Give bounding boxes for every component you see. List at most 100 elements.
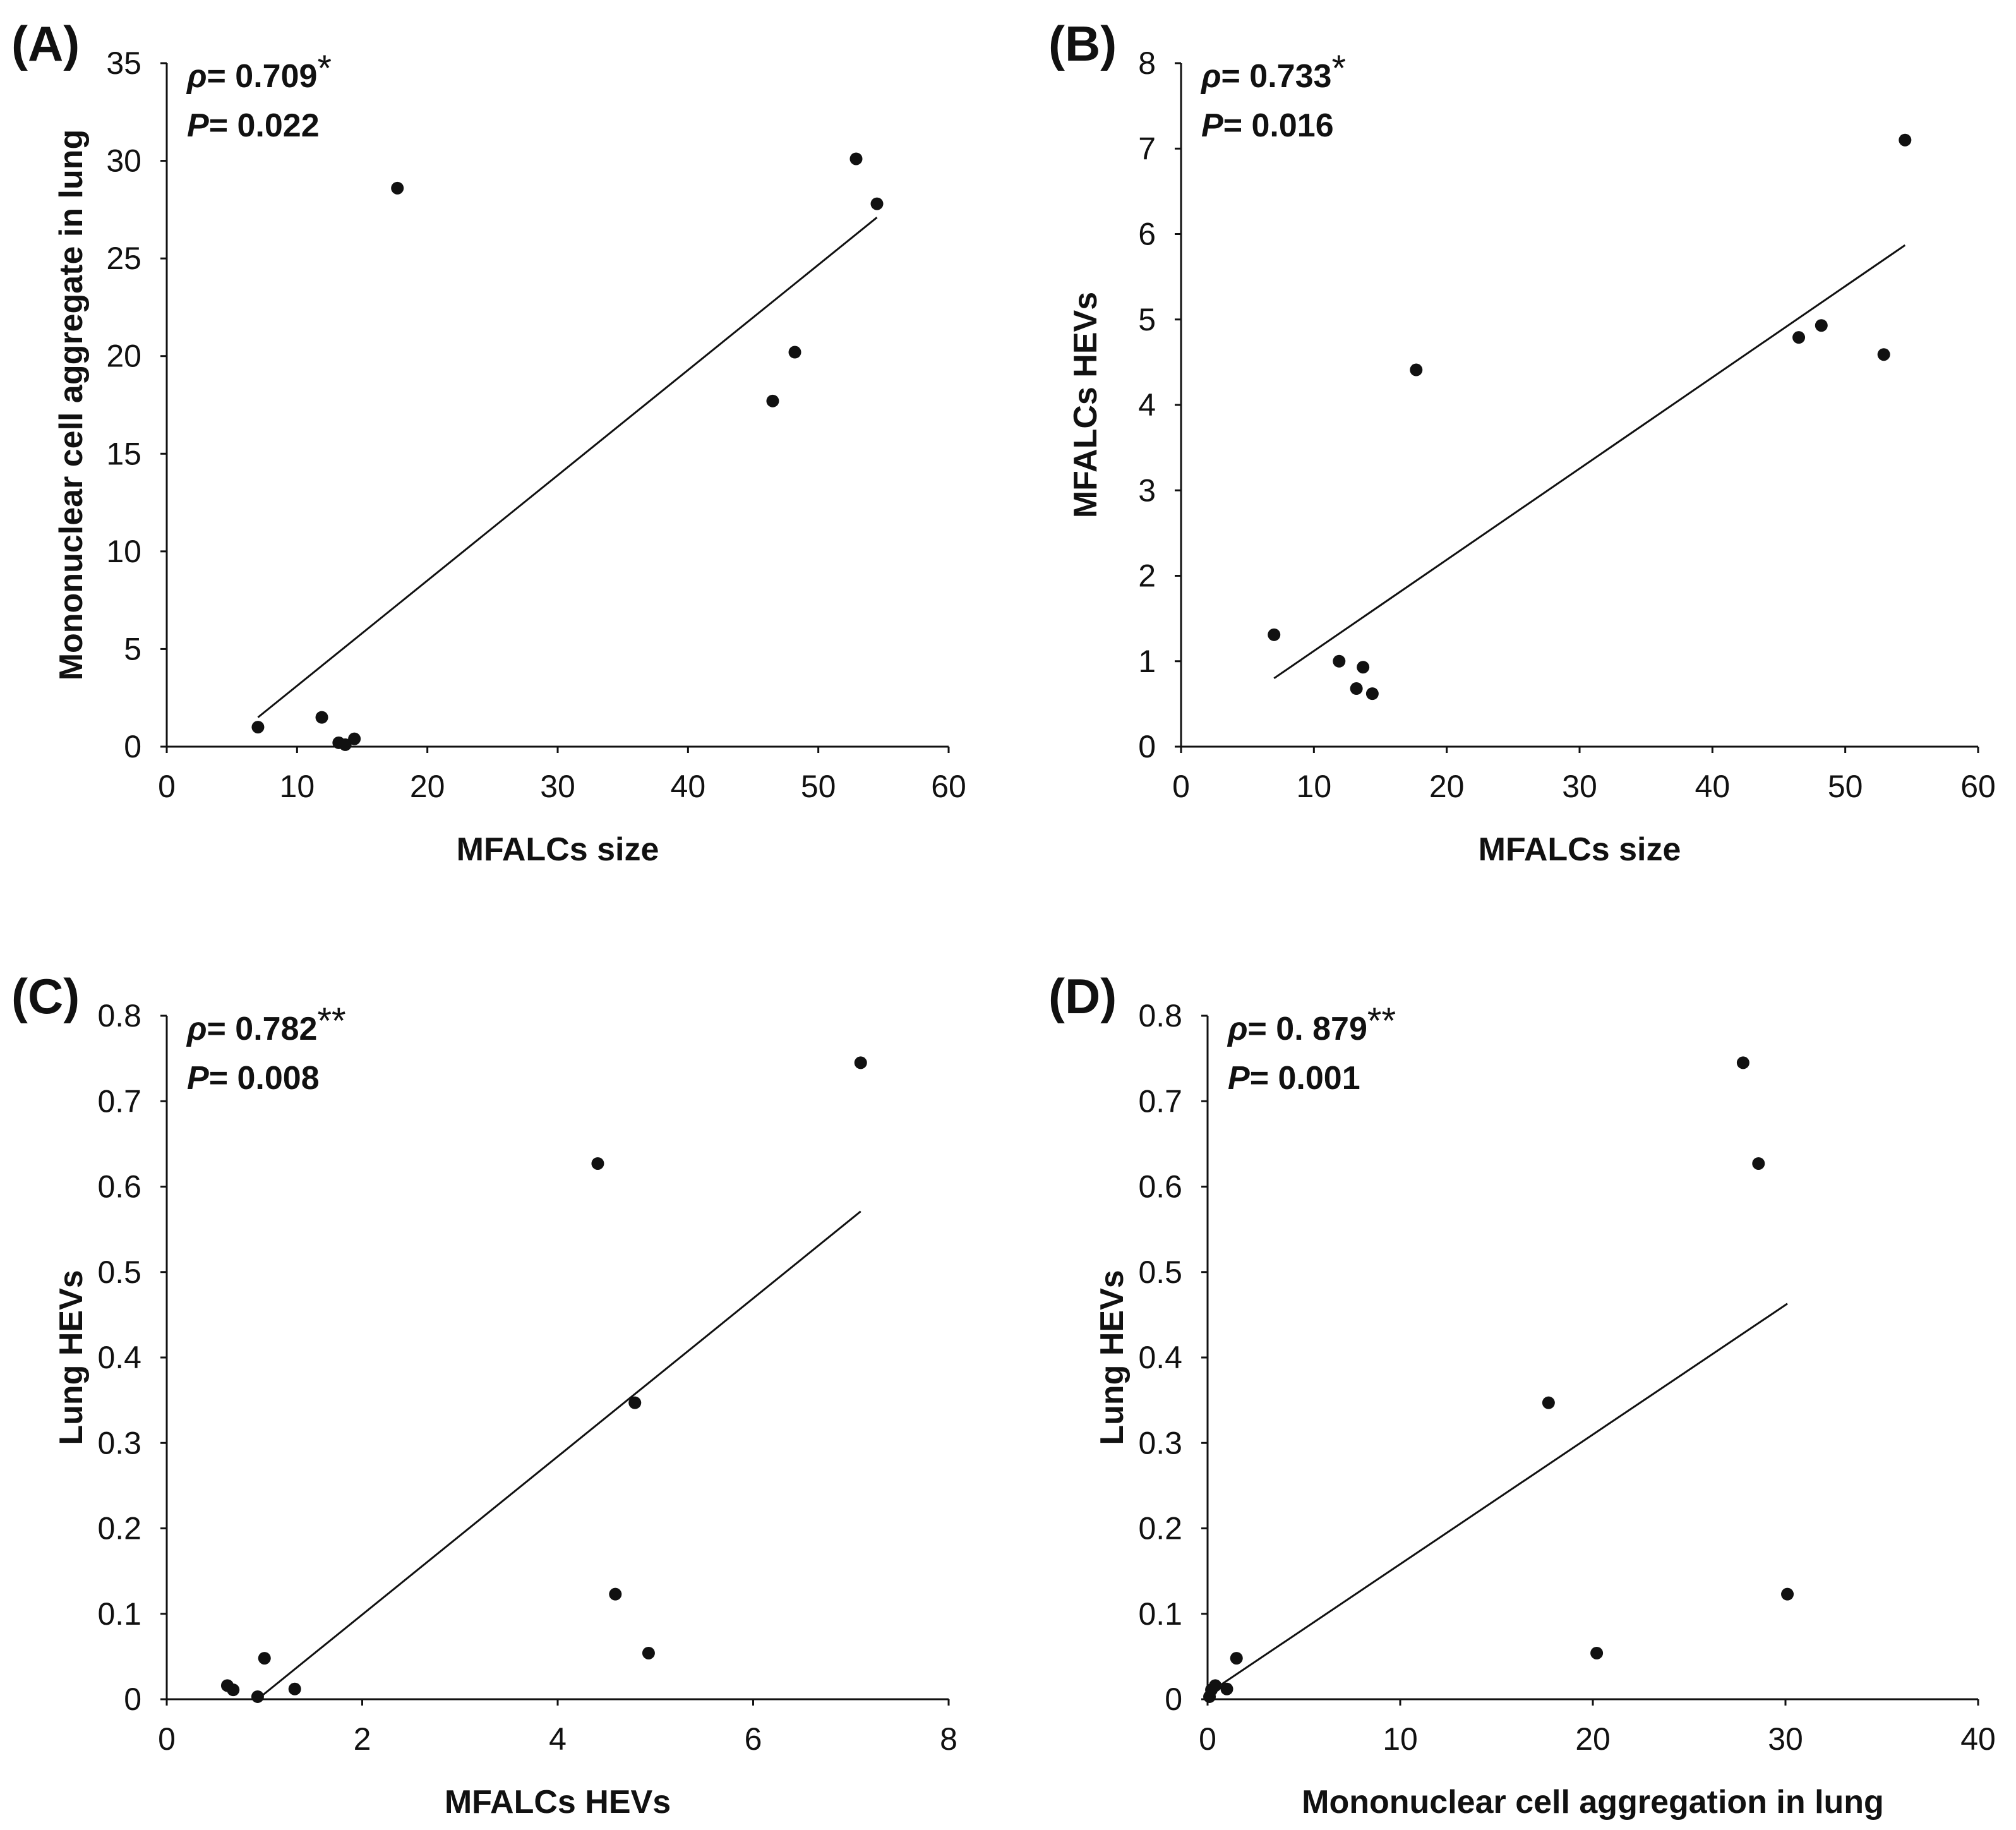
- data-point: [854, 1056, 867, 1069]
- x-tick-label: 40: [671, 769, 706, 804]
- y-tick-label: 0.2: [1138, 1511, 1182, 1546]
- data-point: [591, 1157, 604, 1170]
- panel-c: 0 2 4 6 8 0 0.1 0.2 0.3 0.4 0.5 0.6 0.7 0.8 (C) MFALCs …: [11, 968, 957, 1821]
- x-axis-label: MFALCs size: [457, 831, 659, 868]
- rho-value: = 0.733: [1221, 58, 1331, 95]
- x-axis-label: MFALCs size: [1479, 831, 1681, 868]
- data-point: [1899, 133, 1912, 147]
- x-tick-label: 20: [1429, 769, 1465, 804]
- x-tick-label: 30: [1562, 769, 1597, 804]
- y-tick-label: 0: [1138, 729, 1156, 764]
- x-axis-label: Mononuclear cell aggregation in lung: [1302, 1784, 1884, 1821]
- data-point: [1815, 319, 1828, 332]
- rho-symbol: ρ: [1200, 58, 1221, 95]
- rho-symbol: ρ: [186, 58, 207, 95]
- y-tick-label: 0.6: [1138, 1169, 1182, 1205]
- y-tick-label: 0.1: [1138, 1596, 1182, 1632]
- y-axis-label: Mononuclear cell aggregate in lung: [53, 129, 90, 681]
- data-point: [288, 1682, 301, 1695]
- data-point: [251, 1690, 264, 1703]
- x-tick-label: 0: [158, 1721, 176, 1757]
- rho-value: = 0. 879: [1247, 1011, 1367, 1047]
- panel-label: (A): [11, 16, 80, 71]
- p-value: = 0.022: [209, 107, 320, 144]
- x-tick-label: 4: [549, 1721, 567, 1757]
- y-tick-label: 35: [106, 45, 141, 81]
- data-point: [1736, 1056, 1749, 1069]
- x-tick-label: 40: [1695, 769, 1731, 804]
- x-tick-label: 10: [1297, 769, 1332, 804]
- data-point: [849, 152, 863, 166]
- p-annotation: P= 0.016: [1201, 107, 1334, 144]
- y-tick-label: 0.2: [97, 1511, 141, 1546]
- data-point: [1350, 682, 1363, 695]
- x-tick-label: 60: [931, 769, 966, 804]
- data-point: [1781, 1587, 1794, 1601]
- trendline: [257, 217, 878, 718]
- p-symbol: P: [187, 1060, 209, 1097]
- x-tick-label: 50: [1828, 769, 1863, 804]
- data-point: [766, 394, 779, 407]
- p-annotation: P= 0.008: [187, 1060, 320, 1097]
- x-tick-label: 30: [1768, 1721, 1803, 1757]
- panel-label: (B): [1048, 16, 1117, 71]
- panel-a: 0 10 20 30 40 50 60 0 5 10 15 20 25 30 35 (A) MFALCs siz…: [11, 16, 966, 868]
- x-tick-label: 30: [540, 769, 575, 804]
- data-point: [1230, 1652, 1243, 1665]
- rho-value: = 0.709: [207, 58, 317, 95]
- x-tick-label: 40: [1960, 1721, 1996, 1757]
- x-tick-label: 10: [280, 769, 315, 804]
- data-point: [1220, 1682, 1233, 1695]
- x-tick-label: 8: [940, 1721, 957, 1757]
- data-point: [315, 711, 328, 724]
- data-point: [1410, 363, 1423, 376]
- y-tick-label: 0.4: [1138, 1340, 1182, 1375]
- data-point: [642, 1646, 655, 1659]
- rho-annotation: ρ= 0.733*: [1200, 48, 1346, 95]
- rho-annotation: ρ= 0.782**: [186, 1001, 346, 1047]
- y-tick-label: 0.8: [97, 998, 141, 1033]
- y-tick-label: 20: [106, 339, 141, 374]
- x-axis-label: MFALCs HEVs: [445, 1784, 671, 1821]
- p-value: = 0.008: [209, 1060, 320, 1097]
- p-value: = 0.001: [1250, 1060, 1360, 1097]
- panel-b: 0 10 20 30 40 50 60 0 1 2 3 4 5 6 7 8 (B) MFALCs size MFAL…: [1048, 16, 1996, 868]
- data-point: [258, 1652, 271, 1665]
- data-point: [1590, 1646, 1604, 1659]
- y-tick-label: 0.6: [97, 1169, 141, 1205]
- y-tick-label: 6: [1138, 217, 1156, 252]
- data-point: [628, 1396, 642, 1409]
- y-tick-label: 0.3: [97, 1425, 141, 1460]
- x-tick-label: 20: [1575, 1721, 1611, 1757]
- trendline: [256, 1210, 861, 1701]
- y-tick-label: 0.7: [1138, 1083, 1182, 1119]
- y-axis-label: MFALCs HEVs: [1067, 292, 1104, 518]
- y-tick-label: 5: [124, 631, 141, 666]
- significance-stars: **: [1367, 1001, 1396, 1042]
- rho-annotation: ρ= 0. 879**: [1227, 1001, 1396, 1047]
- significance-stars: *: [1331, 48, 1346, 89]
- data-point: [788, 346, 801, 359]
- y-tick-label: 0.8: [1138, 998, 1182, 1033]
- x-tick-label: 50: [801, 769, 836, 804]
- y-tick-label: 0: [124, 1682, 141, 1717]
- data-point: [1357, 661, 1370, 674]
- y-tick-label: 3: [1138, 473, 1156, 508]
- p-annotation: P= 0.022: [187, 107, 320, 144]
- p-symbol: P: [1201, 107, 1223, 144]
- y-tick-label: 4: [1138, 387, 1156, 423]
- data-point: [339, 738, 352, 751]
- p-symbol: P: [1228, 1060, 1250, 1097]
- data-point: [227, 1683, 240, 1697]
- trendline: [1273, 244, 1906, 680]
- y-tick-label: 2: [1138, 558, 1156, 594]
- y-tick-label: 0.5: [1138, 1255, 1182, 1290]
- y-tick-label: 10: [106, 534, 141, 569]
- p-annotation: P= 0.001: [1228, 1060, 1360, 1097]
- data-point: [1333, 654, 1346, 668]
- rho-value: = 0.782: [207, 1011, 317, 1047]
- significance-stars: **: [317, 1001, 345, 1042]
- x-tick-label: 0: [1199, 1721, 1216, 1757]
- x-tick-label: 0: [1172, 769, 1190, 804]
